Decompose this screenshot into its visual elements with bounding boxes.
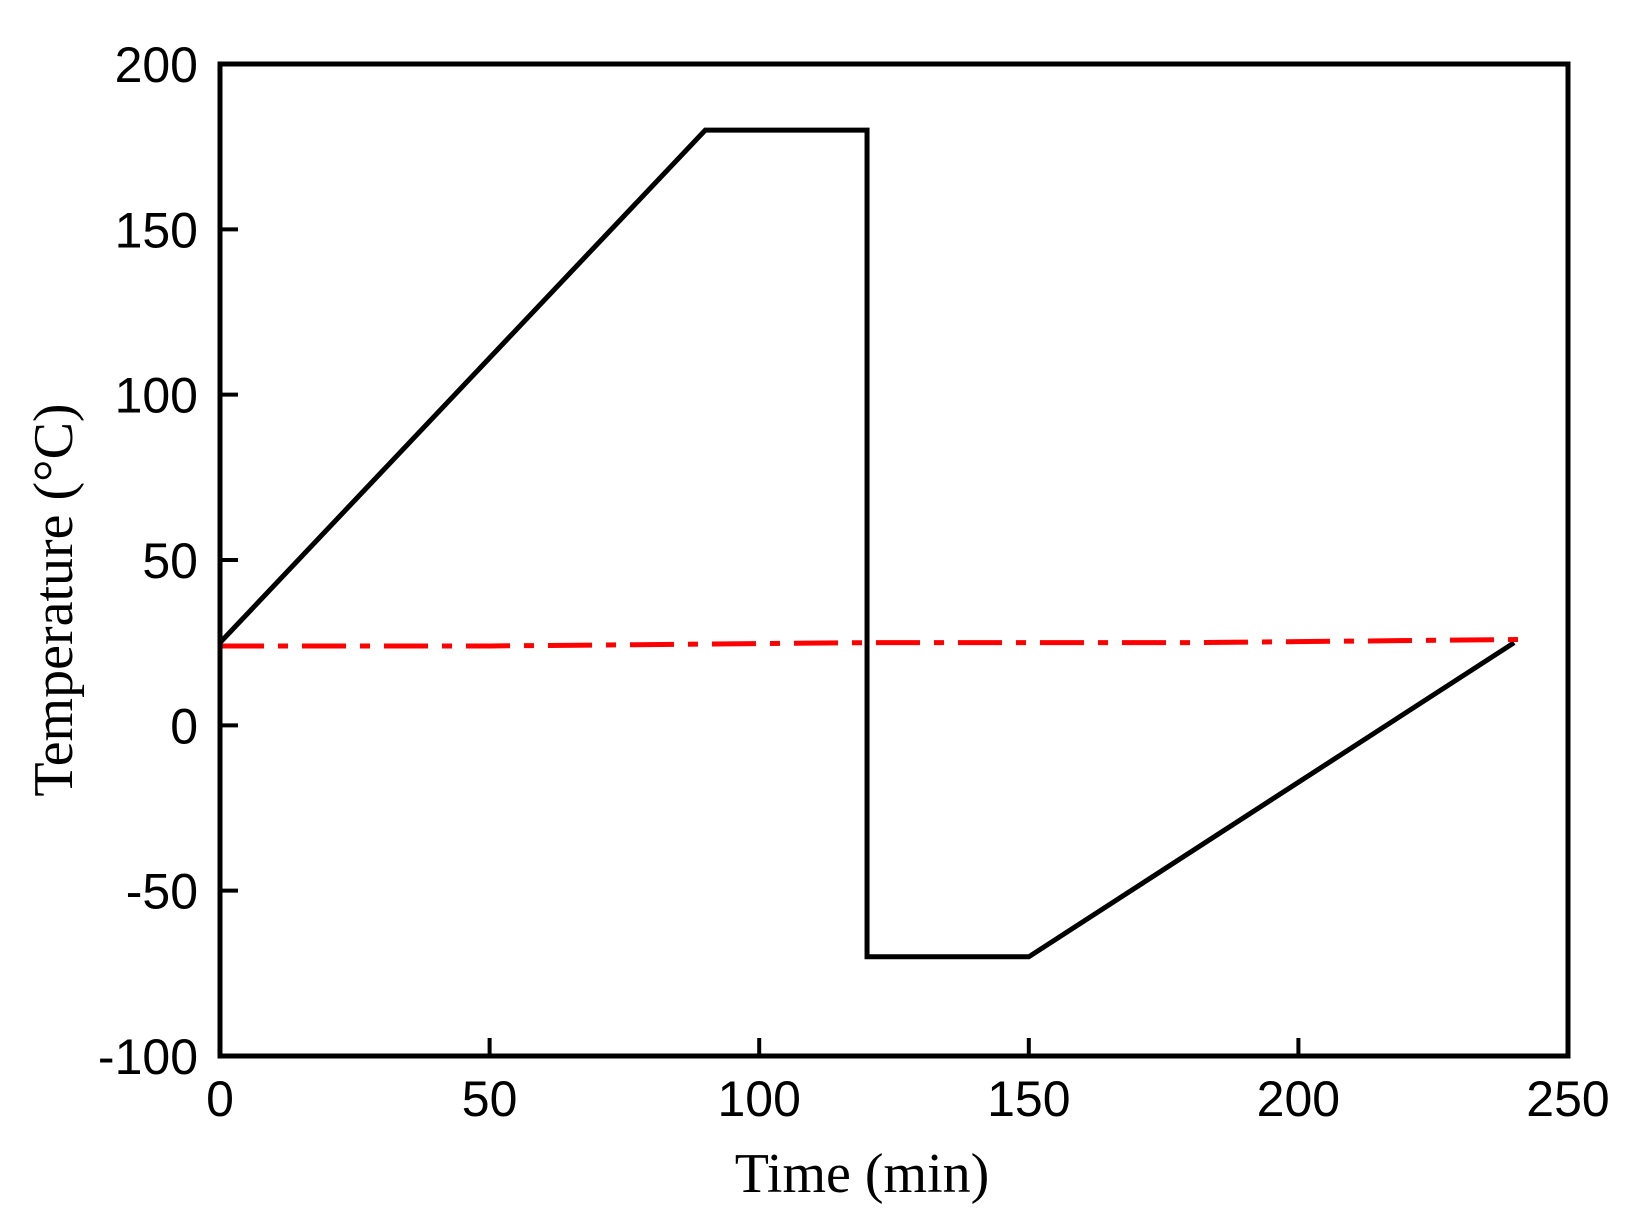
series-layer	[218, 127, 1531, 960]
x-tick-label: 100	[717, 1071, 800, 1127]
x-axis-title: Time (min)	[735, 1143, 990, 1205]
y-tick-label: 150	[115, 202, 198, 258]
x-tick-label: 0	[206, 1071, 234, 1127]
series-line-2	[220, 636, 1531, 649]
tick-layer: 0 50 100 150 200 250 -100 -50 0 50 100 150 200	[98, 37, 1610, 1127]
x-tick-label: 250	[1526, 1071, 1609, 1127]
x-tick-label: 200	[1257, 1071, 1340, 1127]
x-tick-label: 50	[462, 1071, 518, 1127]
y-tick-label: -50	[126, 864, 198, 920]
y-tick-label: 50	[142, 533, 198, 589]
x-tick-label: 150	[987, 1071, 1070, 1127]
y-axis-title: Temperature (°C)	[23, 403, 85, 796]
y-tick-label: 200	[115, 37, 198, 93]
y-tick-label: 100	[115, 368, 198, 424]
series-line-1	[218, 127, 1516, 960]
y-tick-label: -100	[98, 1029, 198, 1085]
plot-frame	[217, 61, 1571, 1059]
y-tick-label: 0	[170, 698, 198, 754]
